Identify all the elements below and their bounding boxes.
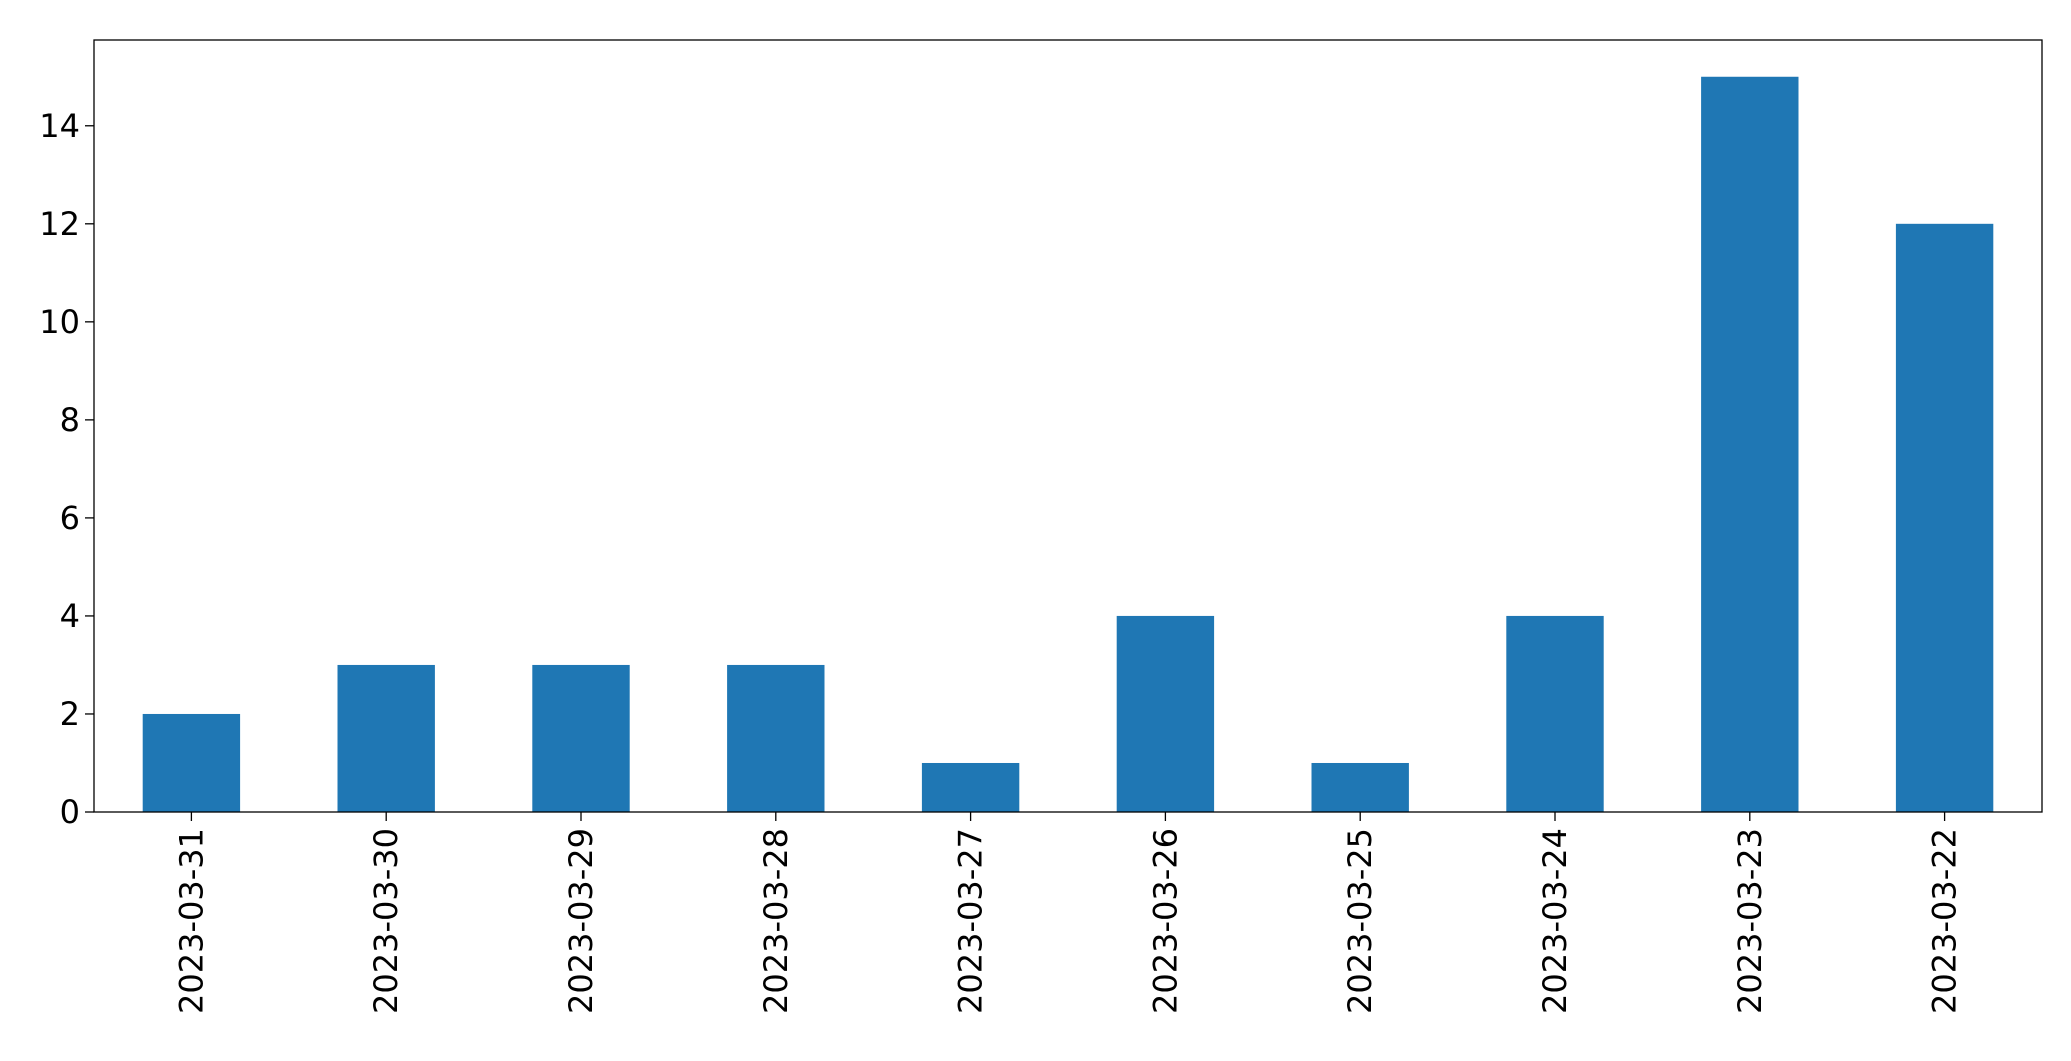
- plot-frame: [93, 39, 2043, 813]
- x-tick-label: 2023-03-24: [1536, 828, 1574, 1014]
- x-tick-label: 2023-03-31: [172, 828, 210, 1014]
- x-tick-label: 2023-03-26: [1146, 828, 1184, 1014]
- x-tick-label: 2023-03-22: [1926, 828, 1964, 1014]
- y-tick-label: 2: [60, 695, 80, 733]
- y-tick-label: 10: [39, 303, 80, 341]
- y-tick-label: 4: [60, 597, 80, 635]
- x-tick-label: 2023-03-27: [952, 828, 990, 1014]
- bar: [1116, 615, 1215, 812]
- x-tick-label: 2023-03-30: [367, 828, 405, 1014]
- x-tick-label: 2023-03-29: [562, 828, 600, 1014]
- bar: [727, 664, 825, 812]
- bar: [142, 713, 241, 812]
- bar: [532, 664, 630, 812]
- y-tick-label: 6: [60, 499, 80, 537]
- bar: [1506, 615, 1604, 812]
- bar: [337, 664, 435, 812]
- bar: [1895, 223, 1994, 813]
- bar: [1311, 762, 1409, 812]
- y-tick-label: 12: [39, 205, 80, 243]
- x-tick-label: 2023-03-23: [1731, 828, 1769, 1014]
- y-tick-label: 0: [60, 793, 80, 831]
- bar: [921, 762, 1020, 812]
- bar: [1701, 76, 1799, 812]
- y-tick-label: 8: [60, 401, 80, 439]
- y-tick-label: 14: [39, 107, 80, 145]
- x-tick-label: 2023-03-25: [1341, 828, 1379, 1014]
- x-tick-label: 2023-03-28: [757, 828, 795, 1014]
